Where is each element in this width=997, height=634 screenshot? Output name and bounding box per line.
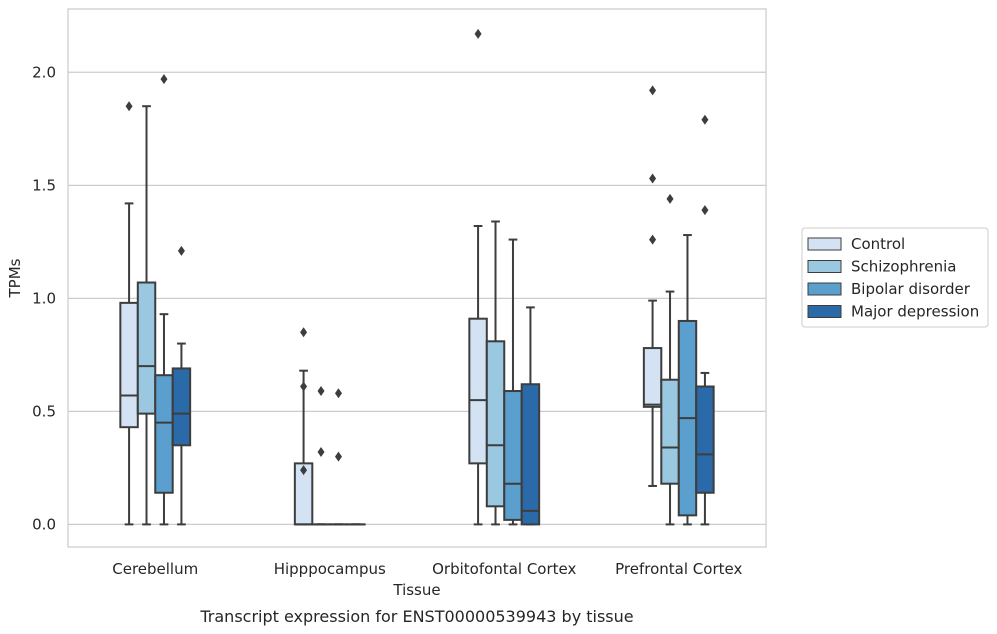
box-schizophrenia (311, 386, 331, 526)
x-tick-label: Orbitofontal Cortex (432, 560, 576, 578)
x-tick-label: Prefrontal Cortex (615, 560, 742, 578)
box-control (293, 327, 314, 526)
outlier-point (474, 28, 482, 39)
outlier-point (649, 85, 657, 96)
x-axis-ticks: Cerebellum Hipppocampus Orbitofontal Corte… (112, 560, 742, 578)
box-schizophrenia (136, 105, 157, 526)
outlier-point (666, 193, 674, 204)
box-control (468, 28, 488, 526)
y-axis-label: TPMs (6, 258, 24, 298)
legend-label: Bipolar disorder (851, 280, 971, 298)
legend-frame (801, 227, 989, 328)
box-body (642, 347, 663, 408)
outlier-point (701, 205, 709, 216)
outlier-point (649, 234, 657, 245)
legend-swatch (807, 260, 842, 273)
outlier-point (300, 465, 308, 476)
outlier-point (649, 173, 657, 184)
box-body (154, 374, 174, 494)
outlier-point (701, 114, 709, 125)
box-body (660, 378, 680, 485)
outlier-point (125, 101, 133, 112)
plot-frame (67, 8, 767, 548)
box-major-depression (695, 114, 715, 526)
box-plot-groups (119, 28, 715, 526)
x-tick-label: Hipppocampus (274, 560, 386, 578)
box-body (468, 317, 488, 465)
box-bipolar-disorder (677, 234, 698, 526)
outlier-point (317, 447, 325, 458)
legend-swatch (807, 282, 842, 296)
box-body (485, 340, 506, 508)
y-tick-label: 1.5 (32, 176, 56, 194)
outlier-point (300, 381, 308, 392)
x-axis-label: Tissue (392, 581, 440, 599)
x-tick-label: Cerebellum (112, 560, 198, 578)
box-body (520, 383, 541, 526)
y-tick-label: 0.5 (32, 402, 56, 420)
box-control (119, 101, 139, 526)
outlier-point (334, 388, 342, 399)
box-bipolar-disorder (328, 388, 349, 526)
y-tick-label: 2.0 (32, 63, 56, 81)
outlier-point (317, 386, 325, 397)
box-body (171, 367, 192, 447)
outlier-point (160, 74, 168, 85)
box-body (503, 390, 523, 521)
outlier-point (177, 245, 185, 256)
legend: Control Schizophrenia Bipolar disorder Majo… (801, 227, 989, 328)
legend-label: Control (851, 235, 905, 253)
box-body (119, 301, 139, 429)
figure-caption: Transcript expression for ENST0000053994… (199, 607, 633, 626)
legend-label: Schizophrenia (851, 258, 956, 276)
legend-swatch (807, 237, 842, 251)
outlier-point (300, 327, 308, 338)
box-major-depression (171, 245, 192, 526)
y-tick-label: 1.0 (32, 289, 56, 307)
box-body (136, 281, 157, 415)
box-body (695, 385, 715, 494)
box-bipolar-disorder (154, 74, 174, 526)
legend-swatch (807, 305, 842, 318)
box-major-depression (520, 306, 541, 526)
outlier-point (334, 451, 342, 462)
box-bipolar-disorder (503, 238, 523, 526)
y-axis-ticks: 0.0 0.5 1.0 1.5 2.0 (32, 63, 56, 533)
box-control (642, 85, 663, 487)
y-tick-label: 0.0 (32, 515, 56, 533)
legend-label: Major depression (851, 303, 979, 321)
box-schizophrenia (660, 193, 680, 526)
box-schizophrenia (485, 220, 506, 526)
